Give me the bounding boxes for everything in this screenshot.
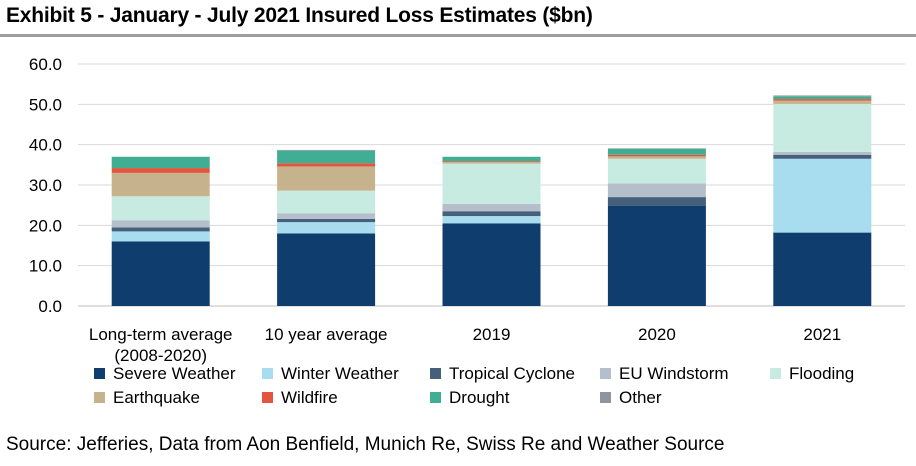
- y-tick-label: 60.0: [29, 55, 62, 74]
- bar-segment-tropical-cyclone: [773, 154, 872, 159]
- bar-segment-tropical-cyclone: [111, 227, 210, 232]
- legend-label: EU Windstorm: [619, 364, 729, 383]
- legend-label: Earthquake: [113, 388, 200, 407]
- bar-segment-drought: [773, 96, 872, 100]
- bar-segment-flooding: [607, 158, 706, 184]
- bar-segment-winter-weather: [442, 216, 541, 224]
- bar-segment-tropical-cyclone: [277, 218, 376, 223]
- bar-segment-winter-weather: [773, 158, 872, 233]
- bar-segment-eu-windstorm: [277, 213, 376, 219]
- chart-title: Exhibit 5 - January - July 2021 Insured …: [6, 4, 593, 27]
- legend-swatch: [94, 392, 105, 403]
- legend-swatch: [600, 392, 611, 403]
- bar-segment-flooding: [442, 163, 541, 204]
- bar-segment-drought: [111, 156, 210, 169]
- x-tick-label: (2008-2020): [114, 346, 207, 365]
- bar-segment-severe-weather: [111, 241, 210, 306]
- y-tick-label: 40.0: [29, 136, 62, 155]
- legend: Severe Weather Winter Weather Tropical Cyc…: [94, 364, 854, 407]
- bar-segment-eu-windstorm: [607, 183, 706, 198]
- bars: [111, 95, 872, 306]
- bar-segment-tropical-cyclone: [442, 211, 541, 217]
- legend-swatch: [600, 368, 611, 379]
- x-tick-label: 10 year average: [265, 325, 388, 344]
- source-note: Source: Jefferies, Data from Aon Benfiel…: [6, 434, 725, 455]
- x-tick-label: 2021: [803, 325, 841, 344]
- legend-label: Flooding: [789, 364, 854, 383]
- y-tick-label: 0.0: [38, 297, 62, 316]
- bar-segment-severe-weather: [773, 232, 872, 306]
- bar-segment-severe-weather: [607, 205, 706, 306]
- bar-segment-eu-windstorm: [773, 151, 872, 155]
- y-tick-label: 50.0: [29, 95, 62, 114]
- bar-segment-earthquake: [773, 100, 872, 104]
- legend-swatch: [94, 368, 105, 379]
- bar-segment-eu-windstorm: [111, 220, 210, 228]
- bar-segment-flooding: [277, 190, 376, 214]
- bar-segment-earthquake: [277, 166, 376, 191]
- bar-segment-other: [277, 149, 376, 151]
- x-tick-label: 2019: [473, 325, 511, 344]
- bar-segment-earthquake: [607, 156, 706, 159]
- title-divider: [0, 34, 916, 37]
- bar-segment-drought: [607, 148, 706, 155]
- legend-label: Wildfire: [281, 388, 338, 407]
- legend-swatch: [262, 392, 273, 403]
- legend-label: Winter Weather: [281, 364, 399, 383]
- bar-segment-wildfire: [607, 154, 706, 157]
- bar-segment-wildfire: [773, 99, 872, 101]
- bar-segment-drought: [442, 156, 541, 162]
- legend-label: Other: [619, 388, 662, 407]
- bar-segment-severe-weather: [442, 223, 541, 306]
- x-tick-label: Long-term average: [89, 325, 233, 344]
- y-axis-ticks: 0.0 10.0 20.0 30.0 40.0 50.0 60.0: [29, 55, 62, 316]
- bar-segment-wildfire: [111, 168, 210, 173]
- legend-swatch: [770, 368, 781, 379]
- x-axis-ticks: Long-term average (2008-2020) 10 year aver…: [89, 325, 841, 365]
- bar-segment-flooding: [773, 103, 872, 152]
- bar-segment-drought: [277, 150, 376, 164]
- bar-segment-earthquake: [442, 162, 541, 164]
- bar-segment-severe-weather: [277, 233, 376, 306]
- legend-label: Severe Weather: [113, 364, 236, 383]
- legend-label: Tropical Cyclone: [449, 364, 575, 383]
- stacked-bar-chart: 0.0 10.0 20.0 30.0 40.0 50.0 60.0 Long-term av…: [29, 55, 905, 407]
- bar-segment-earthquake: [111, 172, 210, 197]
- bar-segment-winter-weather: [277, 222, 376, 234]
- legend-swatch: [430, 392, 441, 403]
- y-tick-label: 30.0: [29, 176, 62, 195]
- bar-segment-winter-weather: [111, 231, 210, 242]
- x-tick-label: 2020: [638, 325, 676, 344]
- bar-segment-wildfire: [277, 163, 376, 167]
- bar-segment-flooding: [111, 196, 210, 221]
- y-tick-label: 20.0: [29, 216, 62, 235]
- legend-label: Drought: [449, 388, 510, 407]
- bar-segment-wildfire: [442, 161, 541, 163]
- y-tick-label: 10.0: [29, 257, 62, 276]
- legend-swatch: [262, 368, 273, 379]
- legend-swatch: [430, 368, 441, 379]
- bar-segment-tropical-cyclone: [607, 197, 706, 206]
- bar-segment-eu-windstorm: [442, 203, 541, 212]
- bar-segment-other: [773, 95, 872, 97]
